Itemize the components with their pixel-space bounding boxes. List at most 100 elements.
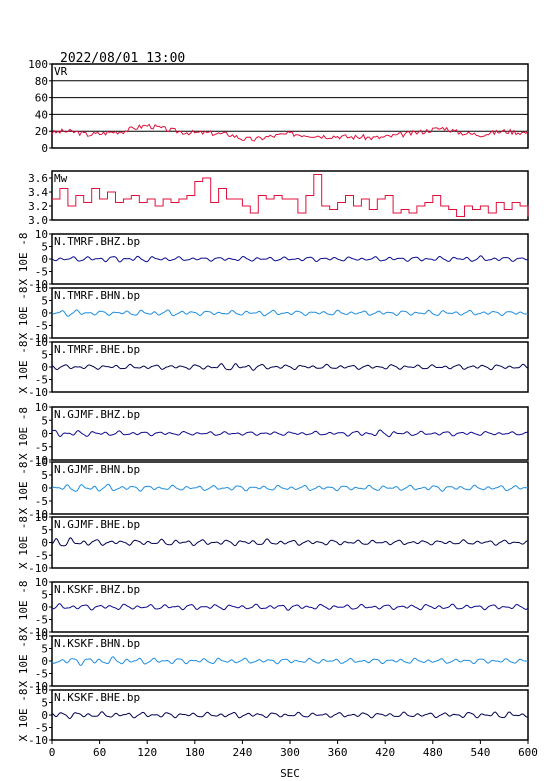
- panel-frame: [51, 63, 529, 149]
- y-tick-label: -10: [28, 508, 48, 521]
- series-line: [51, 537, 529, 547]
- y-tick-label: 0: [41, 307, 48, 320]
- y-tick-label: -10: [28, 386, 48, 399]
- x-tick-label: 300: [280, 746, 300, 759]
- y-axis-label: X 10E -8: [17, 287, 30, 340]
- panel-label: N.GJMF.BHE.bp: [54, 518, 140, 531]
- y-tick-label: -10: [28, 562, 48, 575]
- y-tick-label: 5: [41, 469, 48, 482]
- y-tick-label: -5: [35, 441, 48, 454]
- panel-label: N.KSKF.BHN.bp: [54, 637, 140, 650]
- x-tick-label: 120: [137, 746, 157, 759]
- y-tick-label: -5: [35, 722, 48, 735]
- y-tick-label: 5: [41, 589, 48, 602]
- y-tick-label: -5: [35, 374, 48, 387]
- y-tick-label: -5: [35, 614, 48, 627]
- y-tick-label: -5: [35, 495, 48, 508]
- y-tick-label: -10: [28, 278, 48, 291]
- y-axis-label: X 10E -8: [17, 462, 30, 515]
- y-tick-label: 5: [41, 414, 48, 427]
- x-tick-label: 540: [470, 746, 490, 759]
- y-tick-label: 5: [41, 295, 48, 308]
- y-tick-label: 5: [41, 241, 48, 254]
- y-tick-label: -5: [35, 266, 48, 279]
- y-axis-label: X 10E -8: [17, 341, 30, 394]
- y-tick-label: -10: [28, 626, 48, 639]
- x-tick-label: 600: [518, 746, 538, 759]
- y-tick-label: -10: [28, 332, 48, 345]
- y-tick-label: 40: [35, 108, 48, 121]
- y-tick-label: 100: [28, 58, 48, 71]
- y-tick-label: 5: [41, 697, 48, 710]
- y-axis-label: X 10E -8: [17, 689, 30, 742]
- y-tick-label: -5: [35, 549, 48, 562]
- x-tick-label: 420: [375, 746, 395, 759]
- x-tick-label: 60: [93, 746, 106, 759]
- panel-frame: [51, 170, 529, 221]
- y-tick-label: -5: [35, 320, 48, 333]
- series-line: [51, 309, 529, 317]
- y-tick-label: 0: [41, 601, 48, 614]
- panel-mw: 3.03.23.43.6 Mw: [28, 170, 529, 227]
- y-tick-label: 3.6: [28, 172, 48, 185]
- panel-label: N.TMRF.BHZ.bp: [54, 235, 140, 248]
- y-tick-label: -10: [28, 454, 48, 467]
- y-tick-label: 10: [35, 511, 48, 524]
- series-line: [51, 711, 529, 720]
- y-tick-label: 10: [35, 401, 48, 414]
- x-tick-label: 0: [49, 746, 56, 759]
- y-tick-label: 0: [41, 361, 48, 374]
- series-line: [51, 255, 529, 263]
- y-tick-label: 10: [35, 684, 48, 697]
- y-axis-label: X 10E -8: [17, 635, 30, 688]
- panel-label: VR: [54, 65, 68, 78]
- series-line: [51, 123, 529, 142]
- series-line: [51, 363, 529, 371]
- y-axis-labels: X 10E -8X 10E -8X 10E -8X 10E -8X 10E -8…: [17, 233, 30, 742]
- series-line: [51, 483, 528, 492]
- panel-label: N.KSKF.BHZ.bp: [54, 583, 140, 596]
- y-tick-label: 0: [41, 253, 48, 266]
- x-tick-label: 240: [232, 746, 252, 759]
- y-tick-label: 10: [35, 282, 48, 295]
- y-tick-label: 20: [35, 125, 48, 138]
- series-line: [51, 656, 529, 666]
- x-tick-label: 480: [423, 746, 443, 759]
- y-tick-label: 10: [35, 228, 48, 241]
- y-tick-label: 3.4: [28, 186, 48, 199]
- x-axis-label: SEC: [280, 767, 300, 780]
- series-line: [51, 603, 529, 611]
- y-tick-label: 5: [41, 643, 48, 656]
- y-axis-label: X 10E -8: [17, 516, 30, 569]
- y-tick-label: -5: [35, 668, 48, 681]
- y-tick-label: 10: [35, 630, 48, 643]
- y-tick-label: 0: [41, 655, 48, 668]
- panel-label: N.GJMF.BHZ.bp: [54, 408, 140, 421]
- x-tick-label: 180: [185, 746, 205, 759]
- y-tick-label: 3.2: [28, 200, 48, 213]
- figure-title: 2022/08/01 13:00: [60, 51, 185, 66]
- y-tick-label: 0: [41, 482, 48, 495]
- y-tick-label: -10: [28, 680, 48, 693]
- panel-label: N.KSKF.BHE.bp: [54, 691, 140, 704]
- y-tick-label: 0: [41, 428, 48, 441]
- y-tick-label: 10: [35, 456, 48, 469]
- series-line: [52, 174, 529, 217]
- panel-label: Mw: [54, 172, 68, 185]
- panel-label: N.TMRF.BHE.bp: [54, 343, 140, 356]
- series-line: [51, 429, 529, 438]
- y-tick-label: 80: [35, 75, 48, 88]
- y-tick-label: 10: [35, 576, 48, 589]
- y-tick-label: 0: [41, 537, 48, 550]
- y-tick-label: 0: [41, 142, 48, 155]
